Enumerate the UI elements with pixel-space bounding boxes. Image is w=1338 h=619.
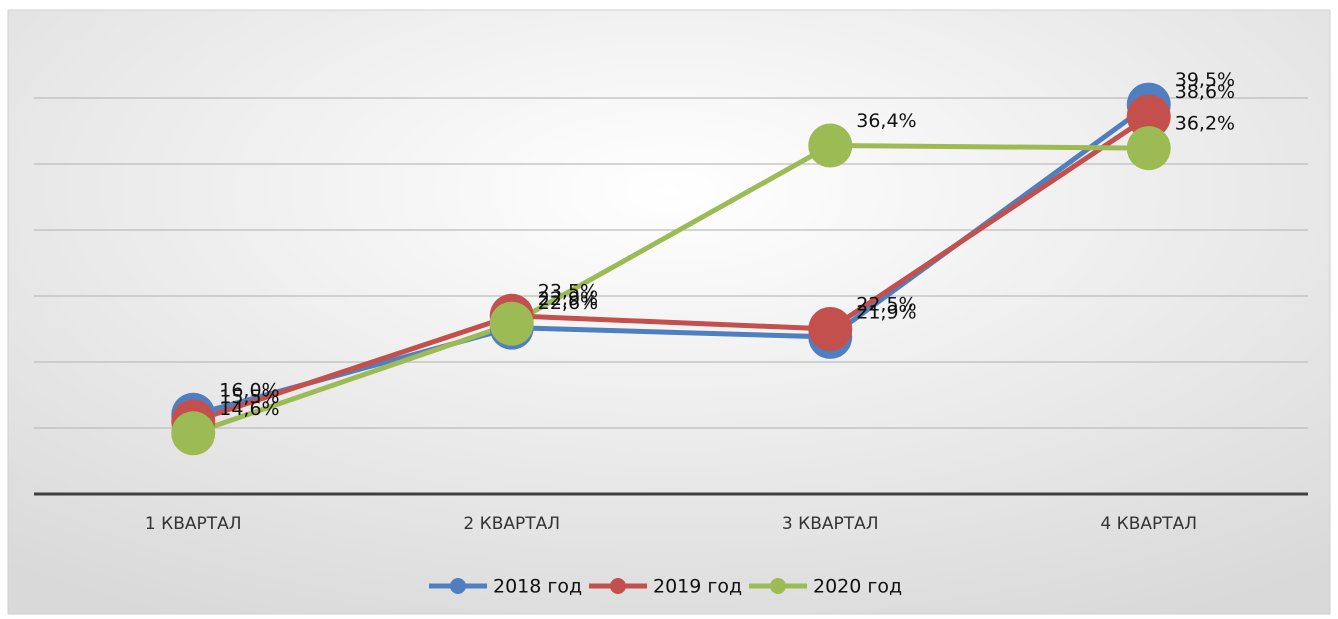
legend-marker	[450, 578, 466, 594]
data-label: 23,5%	[538, 280, 598, 302]
x-tick-label: 4 КВАРТАЛ	[1100, 514, 1197, 534]
data-label: 21,9%	[856, 301, 916, 323]
x-tick-label: 2 КВАРТАЛ	[463, 514, 560, 534]
legend-label: 2020 год	[813, 576, 902, 598]
data-label: 22,5%	[856, 294, 916, 316]
legend-marker	[610, 578, 626, 594]
legend-label: 2019 год	[653, 576, 742, 598]
data-label: 15,5%	[219, 386, 279, 408]
data-label: 39,5%	[1175, 69, 1235, 91]
data-label: 36,2%	[1175, 113, 1235, 135]
data-label: 16,0%	[219, 379, 279, 401]
series-line	[192, 114, 1151, 424]
data-label: 36,4%	[856, 110, 916, 132]
series-line	[192, 143, 1149, 436]
legend-marker	[770, 578, 786, 594]
data-point	[1126, 94, 1171, 139]
data-label: 14,6%	[219, 398, 279, 420]
legend-label: 2018 год	[493, 576, 582, 598]
data-point	[489, 301, 534, 346]
data-point	[171, 411, 216, 456]
data-point	[808, 307, 853, 351]
data-point	[808, 123, 853, 168]
data-point	[1126, 126, 1171, 171]
data-label: 22,6%	[538, 292, 598, 314]
x-tick-label: 1 КВАРТАЛ	[145, 514, 242, 534]
data-label: 38,6%	[1175, 81, 1235, 103]
data-label: 22,9%	[538, 288, 598, 310]
x-tick-label: 3 КВАРТАЛ	[782, 514, 879, 534]
chart-background	[7, 9, 1331, 615]
